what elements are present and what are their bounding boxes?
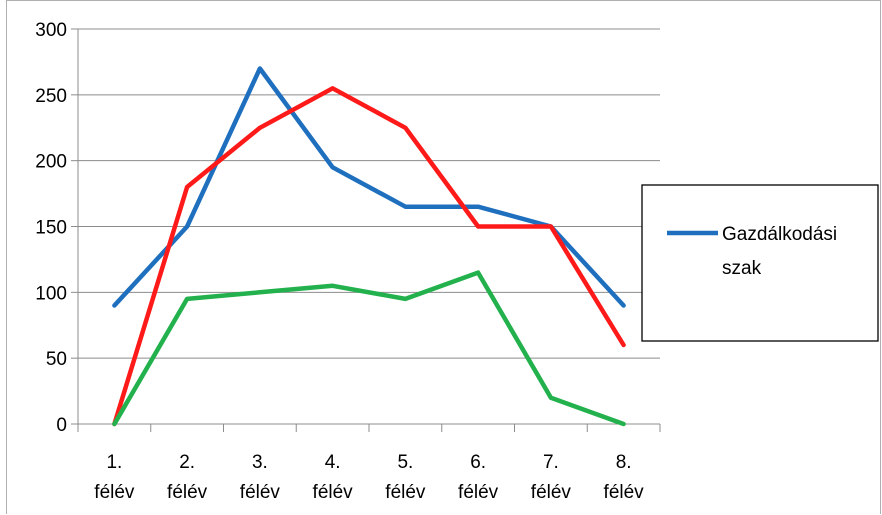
x-tick-label: 8. félév (604, 452, 645, 503)
x-tick-label: 2. félév (167, 452, 208, 503)
gridlines (71, 28, 660, 425)
series-line-2 (112, 86, 626, 427)
x-tick-label-line-1: 6. (470, 452, 486, 473)
y-tick-label: 100 (35, 283, 67, 304)
y-tick-label: 200 (35, 152, 67, 173)
x-tick-label-line-1: 5. (397, 452, 413, 473)
x-tick-label-line-1: 2. (179, 452, 195, 473)
x-tick-label-line-1: 7. (543, 452, 559, 473)
x-tick-label: 1. félév (94, 452, 135, 503)
y-tick-label: 0 (56, 415, 67, 436)
legend-label-line-2: szak (722, 258, 762, 279)
x-tick-label-line-2: félév (240, 482, 281, 503)
x-tick-label: 6. félév (458, 452, 499, 503)
x-axis-tick-labels: 1. félév 2. félév 3. félév 4. félév 5. félév 6. fél… (94, 452, 644, 503)
x-tick-label: 7. félév (531, 452, 572, 503)
x-tick-label: 4. félév (313, 452, 354, 503)
x-tick-label-line-2: félév (458, 482, 499, 503)
x-tick-label: 5. félév (385, 452, 426, 503)
x-tick-label-line-1: 4. (325, 452, 341, 473)
x-tick-label: 3. félév (240, 452, 281, 503)
chart-frame (6, 0, 881, 514)
x-tick-label-line-1: 8. (616, 452, 632, 473)
x-tick-label-line-1: 1. (106, 452, 122, 473)
y-tick-label: 50 (46, 349, 67, 370)
series-lines (112, 66, 626, 427)
y-tick-label: 250 (35, 86, 67, 107)
x-tick-label-line-2: félév (531, 482, 572, 503)
axes (77, 29, 661, 432)
x-tick-label-line-2: félév (604, 482, 645, 503)
legend-label-line-1: Gazdálkodási (722, 224, 837, 245)
y-axis-tick-labels: 0 50 100 150 200 250 300 (35, 20, 67, 436)
x-tick-label-line-2: félév (385, 482, 426, 503)
x-tick-label-line-2: félév (94, 482, 135, 503)
x-tick-label-line-2: félév (313, 482, 354, 503)
x-tick-label-line-1: 3. (252, 452, 268, 473)
series-line-3 (112, 270, 626, 427)
legend: Gazdálkodási szak (641, 184, 879, 342)
series-line-1 (112, 66, 626, 308)
legend-box (641, 184, 879, 342)
x-tick-label-line-2: félév (167, 482, 208, 503)
y-tick-label: 300 (35, 20, 67, 41)
y-tick-label: 150 (35, 218, 67, 239)
